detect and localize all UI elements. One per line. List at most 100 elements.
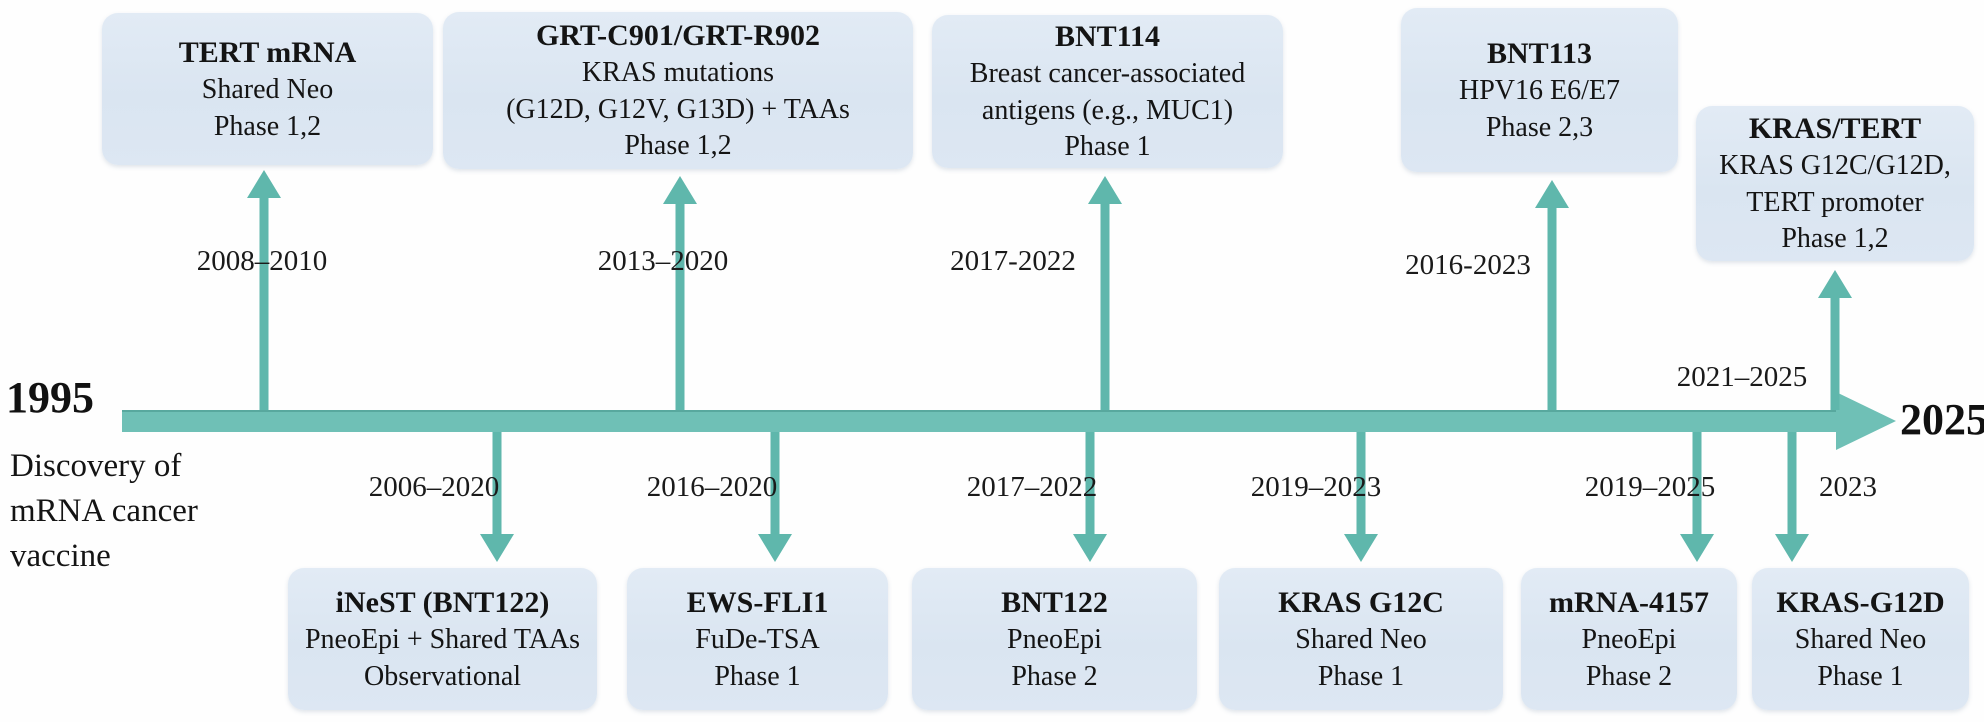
event-box-bnt113: BNT113 HPV16 E6/E7 Phase 2,3 [1401, 8, 1678, 172]
event-line: Observational [363, 660, 522, 692]
down-arrow-icon [1775, 432, 1809, 562]
arrow-stem [1830, 294, 1840, 410]
arrow-stem [675, 200, 685, 410]
event-title: BNT122 [1001, 585, 1108, 619]
down-arrow-icon [758, 432, 792, 562]
up-arrow-icon [247, 170, 281, 410]
event-date-tert-mrna: 2008–2010 [196, 245, 328, 277]
event-line: PneoEpi [1581, 623, 1677, 655]
event-title: TERT mRNA [178, 35, 357, 69]
arrow-stem [1100, 200, 1110, 410]
event-title: KRAS/TERT [1748, 111, 1922, 145]
event-date-mrna-4157: 2019–2025 [1584, 471, 1716, 503]
event-date-inest: 2006–2020 [368, 471, 500, 503]
arrowhead [758, 534, 792, 562]
event-date-bnt114: 2017-2022 [950, 245, 1076, 277]
arrowhead [1818, 270, 1852, 298]
arrowhead [1344, 534, 1378, 562]
event-box-kras-g12d: KRAS-G12D Shared Neo Phase 1 [1752, 568, 1969, 710]
down-arrow-icon [1344, 432, 1378, 562]
timeline-end-year: 2025 [1900, 395, 1984, 444]
event-box-kras-tert: KRAS/TERT KRAS G12C/G12D, TERT promoter … [1696, 106, 1974, 261]
event-line: Phase 1,2 [213, 110, 322, 142]
event-date-ews-fli1: 2016–2020 [646, 471, 778, 503]
event-box-bnt122: BNT122 PneoEpi Phase 2 [912, 568, 1197, 710]
event-date-kras-g12c: 2019–2023 [1250, 471, 1382, 503]
event-line: FuDe-TSA [695, 623, 820, 655]
event-line: PneoEpi [1007, 623, 1102, 655]
up-arrow-icon [663, 176, 697, 410]
up-arrow-icon [1818, 270, 1852, 410]
event-date-kras-tert: 2021–2025 [1676, 361, 1808, 393]
event-title: BNT114 [1054, 19, 1161, 53]
origin-caption-line: mRNA cancer [10, 493, 198, 529]
event-box-grt-c901-r902: GRT-C901/GRT-R902 KRAS mutations (G12D, … [443, 12, 913, 169]
event-date-grt-c901-r902: 2013–2020 [597, 245, 729, 277]
up-arrow-icon [1535, 180, 1569, 410]
event-line: Shared Neo [1794, 623, 1927, 655]
event-line: Phase 2 [1011, 660, 1098, 692]
event-line: Phase 1,2 [624, 130, 732, 162]
event-line: Phase 1 [1317, 660, 1405, 692]
arrowhead [663, 176, 697, 204]
arrow-stem [1692, 432, 1702, 538]
event-title: EWS-FLI1 [686, 585, 829, 619]
event-line: KRAS G12C/G12D, [1719, 149, 1951, 181]
arrowhead [1535, 180, 1569, 208]
arrowhead [1775, 534, 1809, 562]
arrow-stem [259, 194, 269, 410]
event-line: Phase 2,3 [1485, 111, 1594, 143]
event-title: BNT113 [1486, 36, 1593, 70]
event-line: Phase 1,2 [1781, 223, 1889, 255]
down-arrow-icon [480, 432, 514, 562]
arrow-stem [1085, 432, 1095, 538]
down-arrow-icon [1073, 432, 1107, 562]
arrowhead [480, 534, 514, 562]
arrow-stem [1787, 432, 1797, 538]
event-line: Phase 1 [1064, 131, 1151, 163]
down-arrow-icon [1680, 432, 1714, 562]
event-line: Shared Neo [1295, 623, 1427, 655]
event-date-bnt113: 2016-2023 [1405, 249, 1531, 281]
event-line: Phase 1 [1817, 660, 1904, 692]
event-line: Breast cancer-associated [969, 57, 1246, 89]
event-box-kras-g12c: KRAS G12C Shared Neo Phase 1 [1219, 568, 1503, 710]
event-box-tert-mrna: TERT mRNA Shared Neo Phase 1,2 [102, 13, 433, 165]
origin-caption-line: vaccine [10, 538, 111, 574]
arrowhead [1073, 534, 1107, 562]
event-line: Phase 2 [1585, 660, 1673, 692]
timeline-arrowhead-icon [1836, 392, 1896, 450]
arrow-stem [1547, 204, 1557, 410]
event-line: PneoEpi + Shared TAAs [304, 623, 581, 655]
event-line: (G12D, G12V, G13D) + TAAs [506, 93, 850, 125]
timeline-bar [122, 410, 1838, 432]
event-title: KRAS-G12D [1776, 585, 1945, 619]
event-box-bnt114: BNT114 Breast cancer-associated antigens… [932, 15, 1283, 168]
up-arrow-icon [1088, 176, 1122, 410]
arrowhead [1088, 176, 1122, 204]
event-box-ews-fli1: EWS-FLI1 FuDe-TSA Phase 1 [627, 568, 888, 710]
arrow-stem [1356, 432, 1366, 538]
origin-caption-line: Discovery of [10, 448, 182, 484]
event-title: iNeST (BNT122) [335, 585, 550, 619]
event-title: KRAS G12C [1278, 585, 1444, 619]
event-date-kras-g12d: 2023 [1819, 471, 1877, 503]
event-date-bnt122: 2017–2022 [966, 471, 1098, 503]
arrow-stem [492, 432, 502, 538]
event-line: antigens (e.g., MUC1) [981, 94, 1234, 126]
event-line: TERT promoter [1746, 186, 1924, 218]
arrowhead [1680, 534, 1714, 562]
timeline-start-year: 1995 [6, 373, 94, 422]
event-line: HPV16 E6/E7 [1459, 74, 1620, 106]
event-title: GRT-C901/GRT-R902 [535, 18, 821, 52]
event-line: Shared Neo [201, 73, 334, 105]
timeline-origin-caption: Discovery of mRNA cancer vaccine [10, 444, 198, 579]
event-title: mRNA-4157 [1549, 585, 1709, 619]
event-box-mrna-4157: mRNA-4157 PneoEpi Phase 2 [1521, 568, 1737, 710]
arrow-stem [770, 432, 780, 538]
arrowhead [247, 170, 281, 198]
event-line: Phase 1 [714, 660, 801, 692]
event-box-inest-bnt122: iNeST (BNT122) PneoEpi + Shared TAAs Obs… [288, 568, 597, 710]
event-line: KRAS mutations [581, 56, 775, 88]
